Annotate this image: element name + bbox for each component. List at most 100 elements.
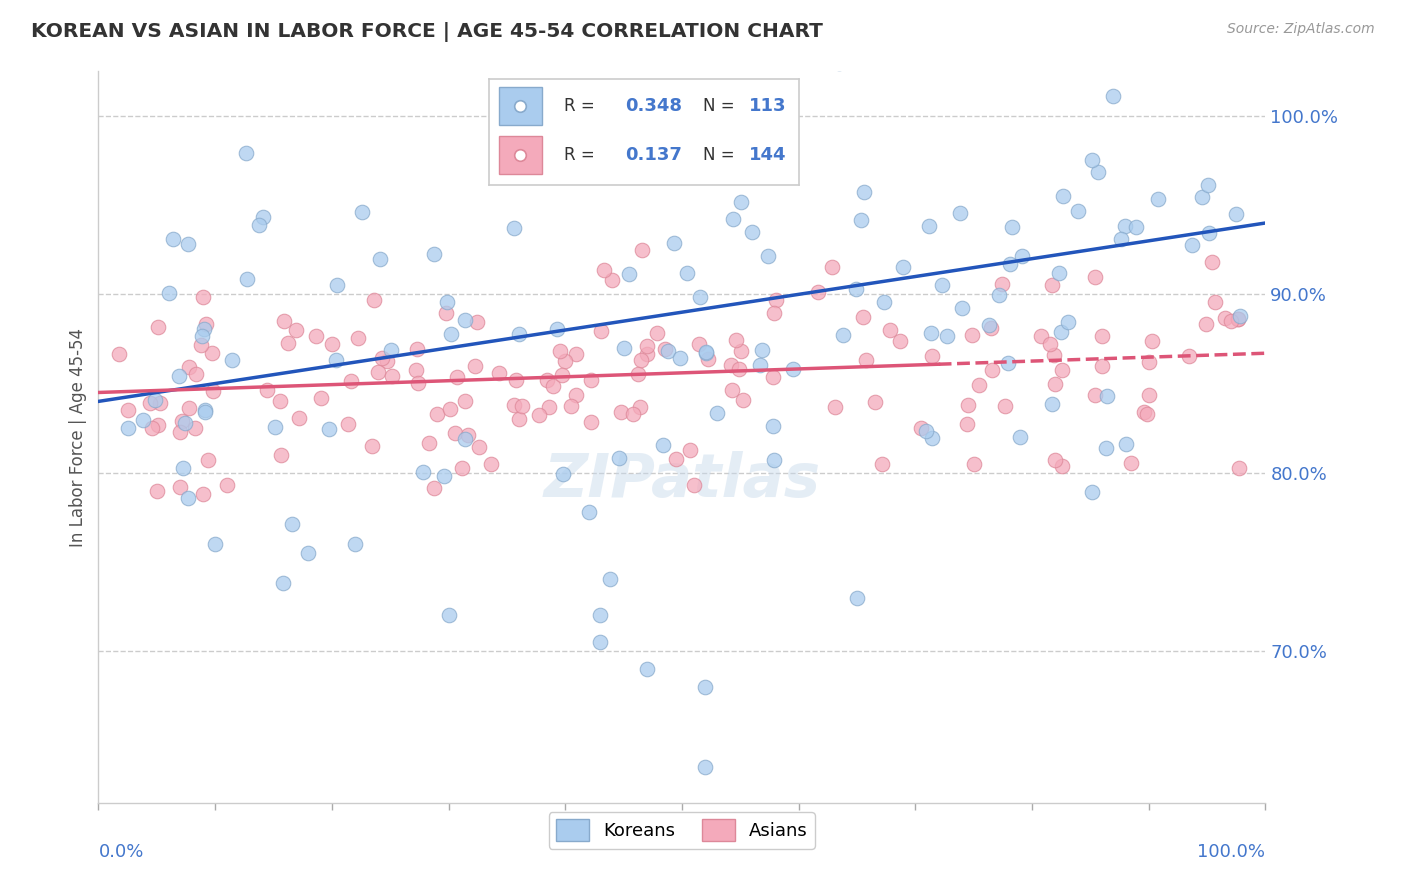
Point [765,293,787,307]
Point [457,427,479,442]
Point [1097,389,1119,403]
Point [654,343,676,357]
Point [652,438,675,452]
Point [375,354,398,368]
Point [610,404,633,418]
Point [1195,317,1218,331]
Point [406,376,429,391]
Point [1001,219,1024,234]
Point [931,278,953,293]
Point [1067,203,1090,218]
Point [1040,397,1063,411]
Point [1229,309,1251,323]
Point [1050,363,1073,377]
Point [1052,189,1074,203]
Point [645,326,668,340]
Point [235,271,257,285]
Point [981,363,1004,377]
Point [807,285,830,299]
Point [1146,192,1168,206]
Point [1011,249,1033,263]
Point [551,467,574,481]
Point [132,412,155,426]
Point [621,407,644,421]
Point [179,401,201,415]
Point [599,573,621,587]
Point [488,366,510,380]
Point [551,368,574,382]
Point [688,111,710,125]
Point [849,212,872,227]
Point [344,537,367,551]
Point [346,331,368,345]
Point [762,305,785,319]
Point [309,391,332,405]
Point [1039,336,1062,351]
Point [920,326,942,340]
Point [676,266,699,280]
Point [297,546,319,560]
Point [560,399,582,413]
Point [194,405,217,419]
Point [910,421,932,435]
Point [439,402,461,417]
Point [730,344,752,359]
Point [321,336,343,351]
Point [380,343,402,357]
Point [969,377,991,392]
Point [668,351,690,366]
Point [1029,328,1052,343]
Point [271,575,294,590]
Point [1081,484,1104,499]
Legend: Koreans, Asians: Koreans, Asians [548,812,815,848]
Point [503,398,526,412]
Point [337,417,360,431]
Point [879,323,901,337]
Point [571,131,593,145]
Point [949,206,972,220]
Point [418,435,440,450]
Point [828,56,851,70]
Point [600,273,623,287]
Point [190,329,212,343]
Point [578,505,600,519]
Point [157,286,180,301]
Point [872,457,894,471]
Point [202,384,225,399]
Point [167,368,190,383]
Point [1047,267,1070,281]
Point [468,441,491,455]
Point [426,408,449,422]
Point [845,282,868,296]
Point [998,257,1021,271]
Point [454,432,477,446]
Point [172,461,194,475]
Point [1219,314,1241,328]
Point [141,421,163,435]
Point [201,346,224,360]
Point [991,277,1014,291]
Point [706,406,728,420]
Point [863,394,886,409]
Point [832,328,855,343]
Point [550,344,572,359]
Point [689,291,711,305]
Point [1226,311,1249,326]
Point [446,369,468,384]
Point [1125,219,1147,234]
Point [444,426,467,441]
Point [174,417,197,431]
Point [437,608,460,623]
Point [170,414,193,428]
Point [433,469,456,483]
Point [855,352,877,367]
Point [1043,377,1066,392]
Point [720,383,742,397]
Point [318,422,340,436]
Point [1119,456,1142,470]
Point [1137,355,1160,369]
Point [454,312,477,326]
Point [1178,349,1201,363]
Point [662,236,685,251]
Point [186,368,208,382]
